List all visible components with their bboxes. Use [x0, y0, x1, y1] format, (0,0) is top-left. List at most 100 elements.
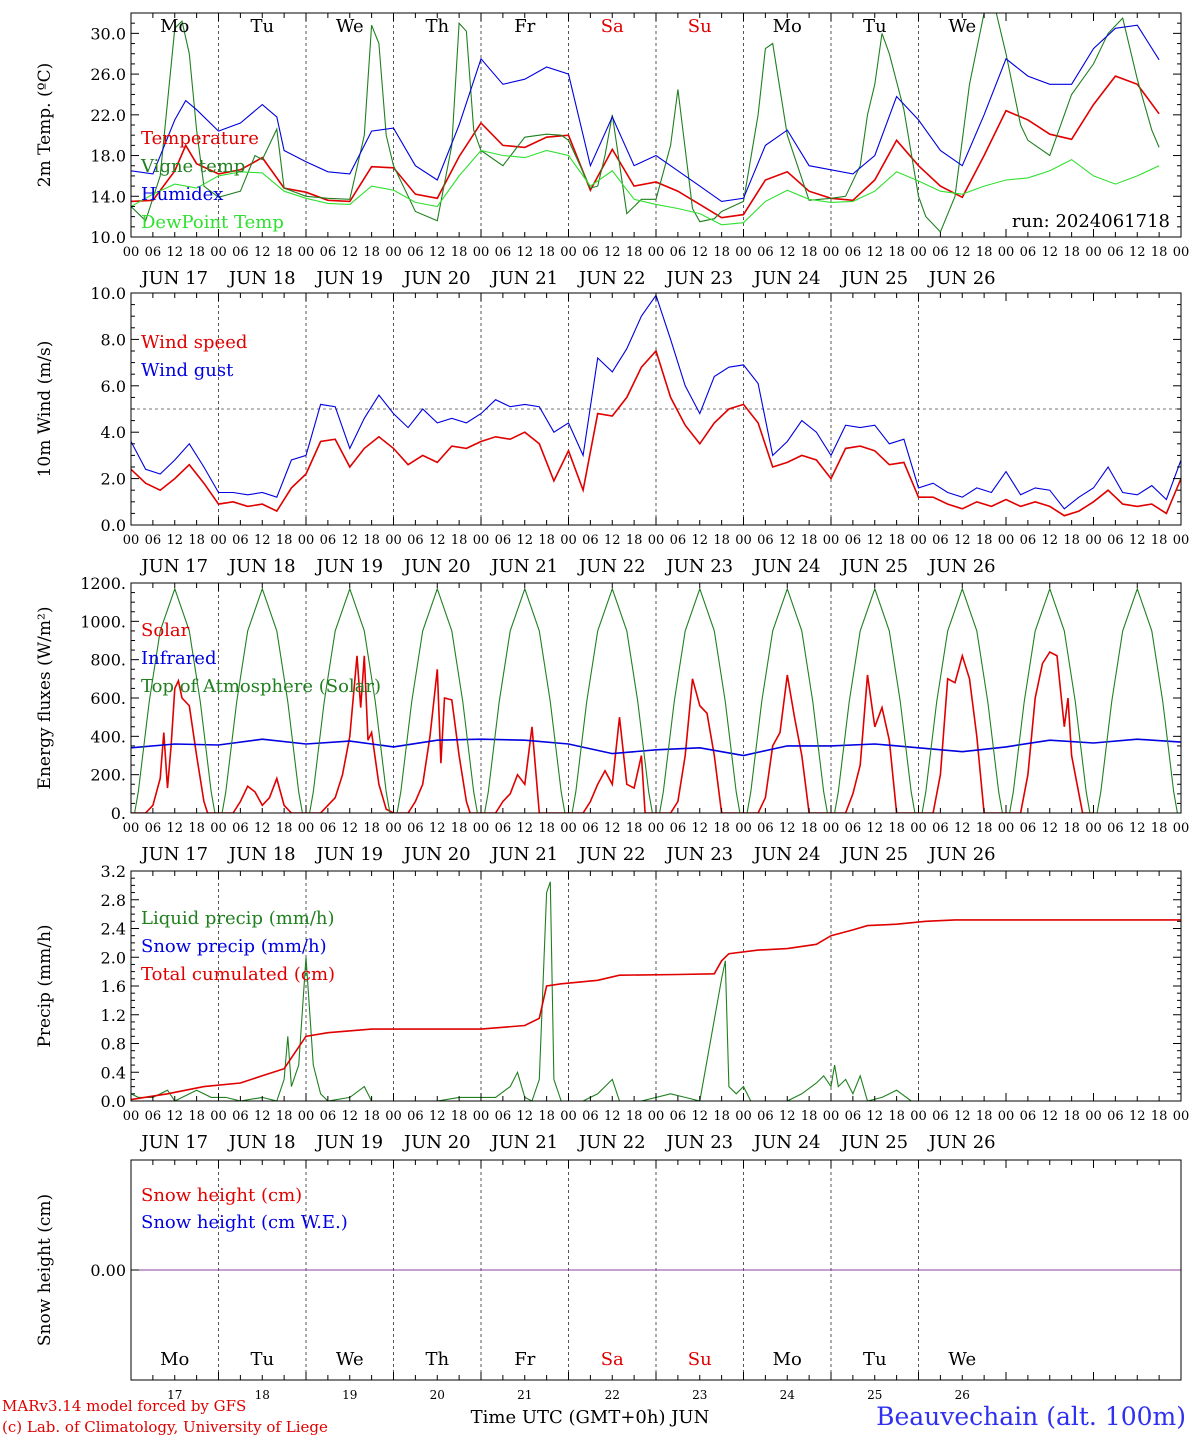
date-label: JUN 23 [664, 1132, 733, 1153]
hour-tick-label: 06 [145, 533, 162, 548]
hour-tick-label: 00 [298, 245, 315, 260]
weekday-label: Fr [514, 1349, 535, 1370]
hour-tick-label: 12 [691, 533, 708, 548]
hour-tick-label: 18 [276, 245, 293, 260]
hour-tick-label: 06 [320, 821, 337, 836]
hour-tick-label: 12 [1041, 821, 1058, 836]
date-label: JUN 24 [752, 556, 821, 577]
hour-tick-label: 12 [254, 245, 271, 260]
hour-tick-label: 18 [1063, 533, 1080, 548]
hour-tick-label: 18 [801, 533, 818, 548]
weekday-label: Mo [160, 16, 189, 37]
hour-tick-label: 06 [932, 1109, 949, 1124]
hour-tick-label: 18 [1151, 245, 1168, 260]
hour-tick-label: 18 [276, 1109, 293, 1124]
y-tick-label: 1.2 [101, 1006, 126, 1025]
hour-tick-label: 18 [538, 821, 555, 836]
hour-tick-label: 00 [648, 245, 665, 260]
hour-tick-label: 18 [626, 821, 643, 836]
weekday-label: Th [425, 16, 449, 37]
hour-tick-label: 18 [626, 1109, 643, 1124]
hour-tick-label: 12 [516, 533, 533, 548]
panel-1: 10.0 14.0 18.0 22.0 26.0 30.0 2m Temp. (ºC) Tem… [35, 12, 1189, 289]
hour-tick-label: 00 [473, 533, 490, 548]
hour-tick-label: 18 [713, 533, 730, 548]
day-number: 25 [867, 1388, 882, 1402]
date-label: JUN 22 [577, 268, 646, 289]
legend-entry: Snow height (cm W.E.) [141, 1212, 348, 1233]
legend-entry: Liquid precip (mm/h) [141, 908, 335, 929]
hour-tick-label: 12 [1041, 533, 1058, 548]
hour-tick-label: 12 [1041, 1109, 1058, 1124]
hour-tick-label: 12 [866, 1109, 883, 1124]
hour-tick-label: 06 [407, 245, 424, 260]
legend-entry: DewPoint Temp [141, 212, 284, 233]
weekday-label: We [336, 1349, 364, 1370]
legend-entry: Snow precip (mm/h) [141, 936, 327, 957]
hour-tick-label: 12 [341, 533, 358, 548]
hour-tick-label: 00 [1173, 533, 1190, 548]
date-label: JUN 19 [314, 1132, 383, 1153]
date-label: JUN 21 [489, 556, 558, 577]
legend-entry: Vigne temp [140, 156, 245, 177]
hour-tick-label: 06 [845, 533, 862, 548]
hour-tick-label: 18 [888, 1109, 905, 1124]
hour-tick-label: 06 [757, 533, 774, 548]
date-label: JUN 25 [839, 268, 908, 289]
hour-tick-label: 00 [210, 1109, 227, 1124]
hour-tick-label: 06 [1107, 1109, 1124, 1124]
hour-tick-label: 12 [604, 533, 621, 548]
hour-tick-label: 12 [691, 821, 708, 836]
hour-tick-label: 18 [188, 1109, 205, 1124]
hour-tick-label: 12 [1041, 245, 1058, 260]
hour-tick-label: 12 [516, 821, 533, 836]
credit-model: MARv3.14 model forced by GFS [2, 1397, 247, 1415]
series-line [131, 919, 1181, 1101]
hour-tick-label: 18 [276, 533, 293, 548]
hour-tick-label: 12 [866, 245, 883, 260]
hour-tick-label: 18 [188, 533, 205, 548]
hour-tick-label: 06 [757, 821, 774, 836]
hour-tick-label: 18 [976, 245, 993, 260]
y-axis-label: Precip (mm/h) [35, 924, 55, 1047]
y-tick-label: 22.0 [90, 106, 126, 125]
panel-4: 0.0 0.4 0.8 1.2 1.6 2.0 2.4 2.8 3.2 Precip (mm/h)… [35, 862, 1189, 1153]
hour-tick-label: 06 [1107, 533, 1124, 548]
hour-tick-label: 12 [866, 533, 883, 548]
weekday-label: Tu [863, 1349, 887, 1370]
hour-tick-label: 00 [823, 245, 840, 260]
hour-tick-label: 00 [648, 1109, 665, 1124]
date-label: JUN 23 [664, 844, 733, 865]
date-label: JUN 21 [489, 1132, 558, 1153]
series-line [131, 650, 1094, 813]
date-label: JUN 26 [927, 1132, 996, 1153]
y-tick-label: 18.0 [90, 147, 126, 166]
hour-tick-label: 12 [779, 533, 796, 548]
hour-tick-label: 18 [888, 245, 905, 260]
hour-tick-label: 00 [998, 821, 1015, 836]
legend-entry: Snow height (cm) [141, 1185, 302, 1206]
date-label: JUN 17 [139, 844, 208, 865]
hour-tick-label: 06 [495, 821, 512, 836]
hour-tick-label: 18 [188, 245, 205, 260]
weekday-label: We [336, 16, 364, 37]
hour-tick-label: 00 [910, 821, 927, 836]
legend-entry: Infrared [141, 648, 216, 669]
date-label: JUN 24 [752, 844, 821, 865]
hour-tick-label: 18 [188, 821, 205, 836]
date-label: JUN 18 [227, 556, 296, 577]
y-tick-label: 4.0 [101, 423, 126, 442]
date-label: JUN 21 [489, 844, 558, 865]
hour-tick-label: 18 [363, 821, 380, 836]
hour-tick-label: 18 [1151, 533, 1168, 548]
hour-tick-label: 00 [385, 821, 402, 836]
hour-tick-label: 18 [976, 1109, 993, 1124]
panel-2: 0.0 2.0 4.0 6.0 8.0 10.0 10m Wind (m/s) Wind sp… [35, 284, 1190, 577]
hour-tick-label: 06 [1020, 245, 1037, 260]
date-label: JUN 22 [577, 844, 646, 865]
y-tick-label: 200. [90, 766, 126, 785]
y-tick-label: 1.6 [101, 977, 126, 996]
date-label: JUN 17 [139, 556, 208, 577]
hour-tick-label: 00 [123, 245, 140, 260]
